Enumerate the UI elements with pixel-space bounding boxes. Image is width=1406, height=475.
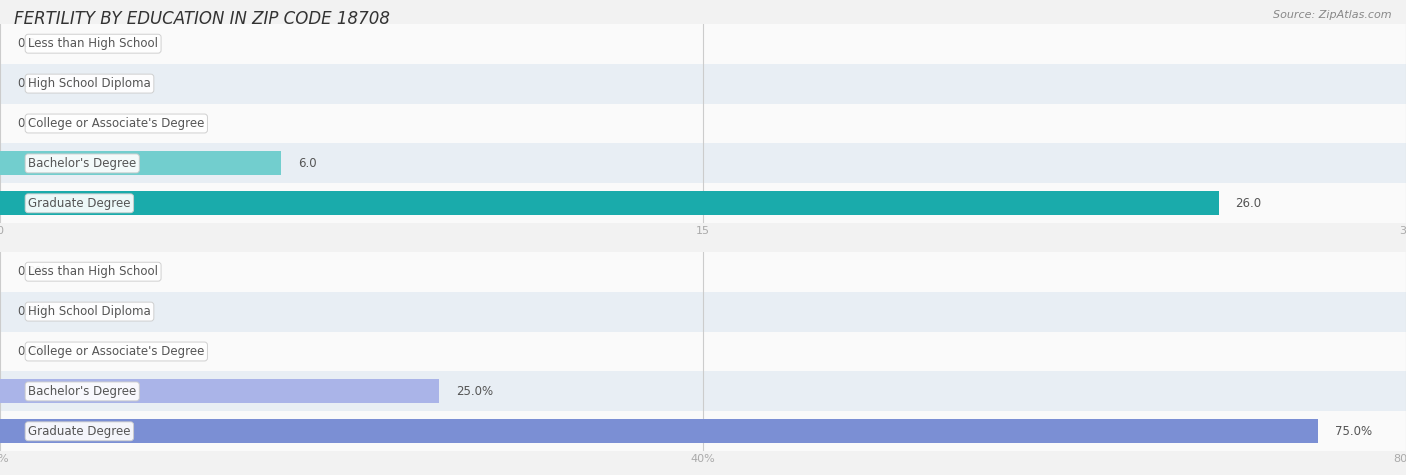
Text: 0.0: 0.0 <box>17 37 35 50</box>
Text: 0.0%: 0.0% <box>17 345 46 358</box>
Bar <box>0 104 1406 143</box>
Text: High School Diploma: High School Diploma <box>28 305 150 318</box>
Text: 0.0: 0.0 <box>17 77 35 90</box>
Text: Less than High School: Less than High School <box>28 265 157 278</box>
Text: 6.0: 6.0 <box>298 157 316 170</box>
Bar <box>0 252 1406 292</box>
Text: College or Associate's Degree: College or Associate's Degree <box>28 117 204 130</box>
Bar <box>0 380 439 403</box>
Text: Bachelor's Degree: Bachelor's Degree <box>28 385 136 398</box>
Text: Graduate Degree: Graduate Degree <box>28 425 131 438</box>
Text: Source: ZipAtlas.com: Source: ZipAtlas.com <box>1274 10 1392 19</box>
Text: 0.0%: 0.0% <box>17 265 46 278</box>
Bar <box>0 24 1406 64</box>
Text: College or Associate's Degree: College or Associate's Degree <box>28 345 204 358</box>
Text: Less than High School: Less than High School <box>28 37 157 50</box>
Text: Bachelor's Degree: Bachelor's Degree <box>28 157 136 170</box>
Text: 0.0: 0.0 <box>17 117 35 130</box>
Bar <box>0 143 1406 183</box>
Bar <box>0 371 1406 411</box>
Bar <box>0 183 1406 223</box>
Text: FERTILITY BY EDUCATION IN ZIP CODE 18708: FERTILITY BY EDUCATION IN ZIP CODE 18708 <box>14 10 389 28</box>
Text: High School Diploma: High School Diploma <box>28 77 150 90</box>
Bar <box>0 292 1406 332</box>
Text: 0.0%: 0.0% <box>17 305 46 318</box>
Bar <box>0 191 1219 215</box>
Text: Graduate Degree: Graduate Degree <box>28 197 131 210</box>
Bar <box>0 64 1406 104</box>
Text: 25.0%: 25.0% <box>456 385 494 398</box>
Text: 26.0: 26.0 <box>1236 197 1261 210</box>
Bar <box>0 152 281 175</box>
Bar <box>0 411 1406 451</box>
Text: 75.0%: 75.0% <box>1334 425 1372 438</box>
Bar <box>0 419 1319 443</box>
Bar <box>0 332 1406 371</box>
